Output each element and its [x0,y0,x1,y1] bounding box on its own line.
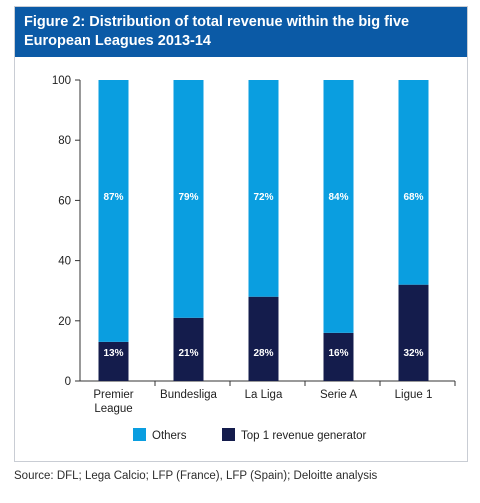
figure-panel: Figure 2: Distribution of total revenue … [14,6,468,462]
figure-title: Figure 2: Distribution of total revenue … [24,13,457,51]
data-label-top1: 16% [328,348,348,359]
y-tick-label: 60 [58,195,71,207]
data-label-others: 84% [328,192,348,203]
bar-others-1 [173,80,204,318]
y-tick-label: 40 [58,256,71,268]
data-label-others: 79% [178,192,198,203]
data-label-others: 87% [103,192,123,203]
bar-others-2 [248,80,279,297]
x-category-label: La Liga [245,389,283,401]
legend-swatch-others [133,428,146,441]
data-label-top1: 21% [178,348,198,359]
x-category-label: Ligue 1 [395,389,433,401]
data-label-top1: 13% [103,348,123,359]
y-tick-label: 80 [58,135,71,147]
bar-top1-3 [323,332,354,381]
stacked-bar-chart: 0 20 40 60 80 100 13% 87% Premier League 21% 79% Bun… [52,75,456,442]
figure-title-line-2: European Leagues 2013-14 [24,33,211,49]
data-label-top1: 28% [253,348,273,359]
data-label-others: 68% [403,192,423,203]
data-label-others: 72% [253,192,273,203]
bar-top1-0 [98,341,129,381]
bar-top1-2 [248,296,279,381]
x-category-label: Bundesliga [160,389,218,401]
source-note: Source: DFL; Lega Calcio; LFP (France), … [14,470,378,482]
y-tick-label: 0 [65,376,71,388]
bar-top1-4 [398,284,429,381]
bar-others-3 [323,80,354,333]
figure-header: Figure 2: Distribution of total revenue … [15,7,467,57]
legend-label-top1: Top 1 revenue generator [241,430,366,442]
y-tick-label: 20 [58,316,71,328]
legend-swatch-top1 [222,428,235,441]
legend-label-others: Others [152,430,187,442]
y-tick-label: 100 [52,75,71,87]
bar-others-0 [98,80,129,342]
figure-title-line-1: Figure 2: Distribution of total revenue … [24,14,410,30]
x-category-label: Premier [93,389,133,401]
x-category-label: League [94,403,132,415]
x-category-label: Serie A [320,389,357,401]
data-label-top1: 32% [403,348,423,359]
bar-others-4 [398,80,429,285]
bar-top1-1 [173,317,204,381]
